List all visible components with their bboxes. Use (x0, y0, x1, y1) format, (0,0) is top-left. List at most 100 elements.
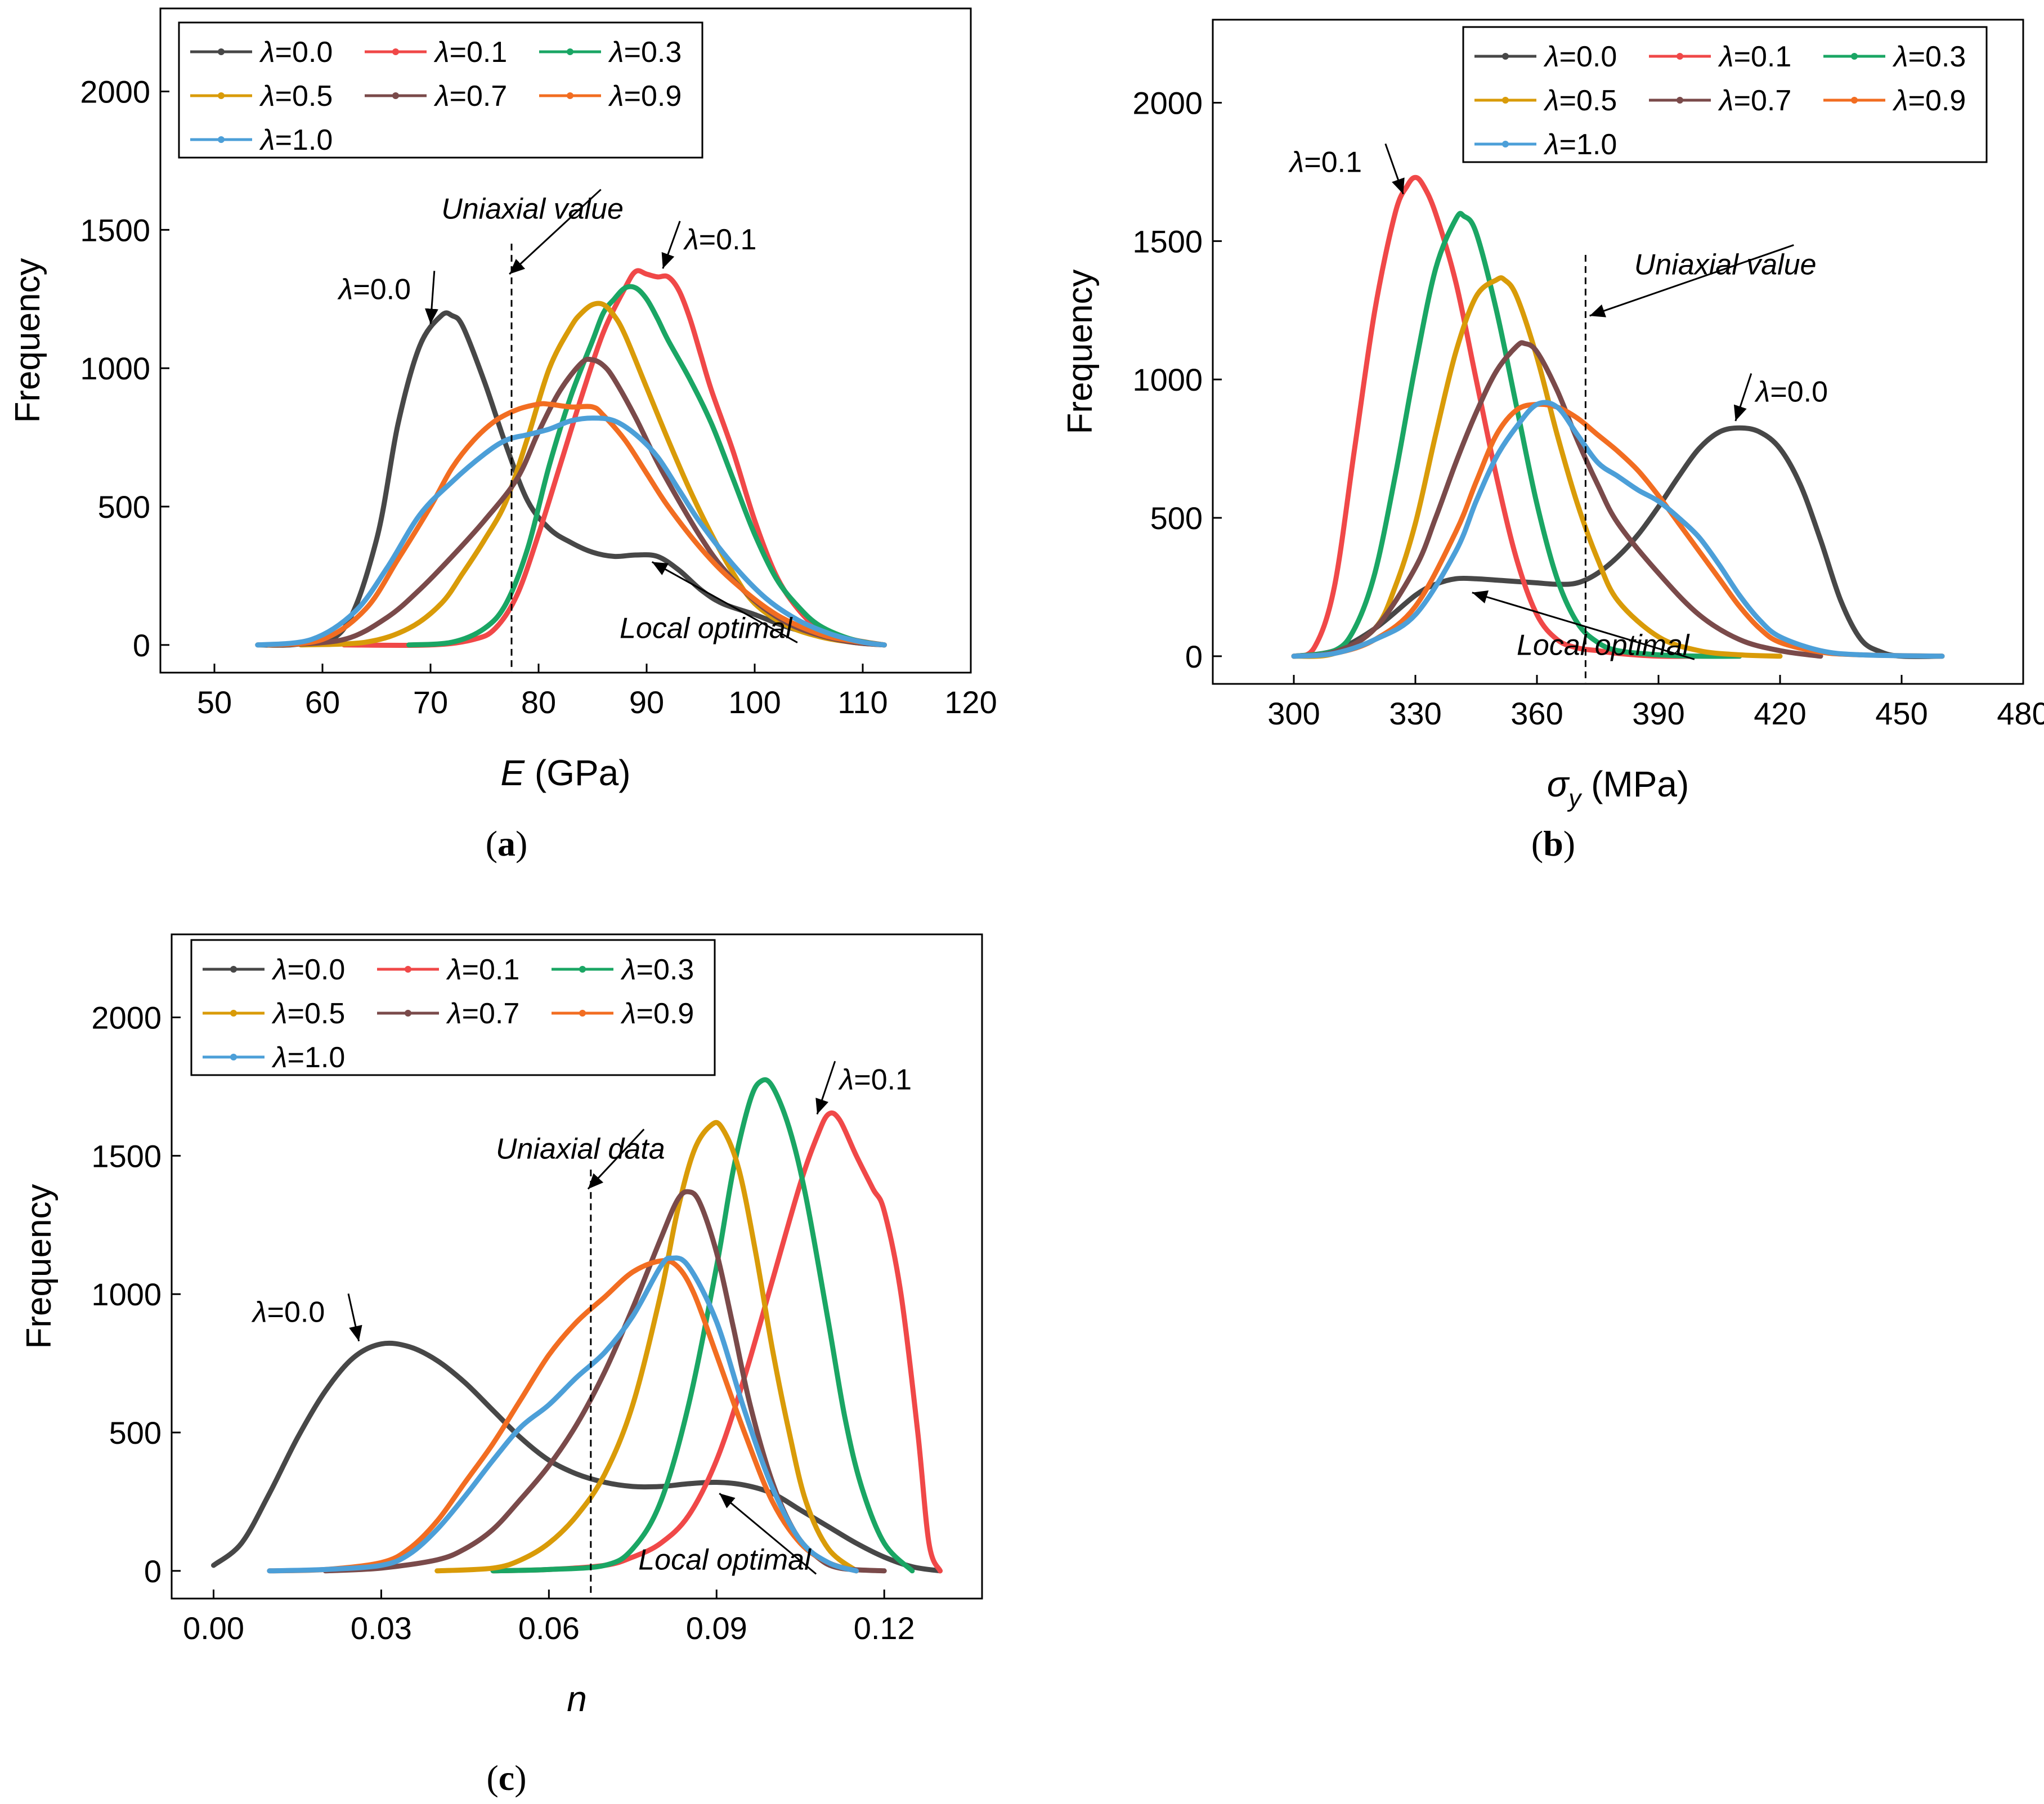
legend-label: λ=0.3 (620, 954, 694, 986)
annotation-arrow (509, 189, 602, 275)
annotation-arrow (719, 1493, 817, 1575)
legend-marker (567, 48, 573, 55)
y-tick-label: 500 (109, 1415, 162, 1451)
legend-item-l05: λ=0.5 (203, 997, 345, 1030)
legend-box (1462, 26, 1988, 163)
legend-marker (1677, 97, 1683, 104)
legend-box (190, 939, 716, 1076)
legend-lambda: λ (433, 36, 450, 69)
y-axis-label: Frequency (1061, 270, 1100, 435)
y-axis-label: Frequency (20, 1184, 59, 1349)
annotation-text: λ=0.0 (1754, 376, 1828, 409)
panel-caption: (b) (1531, 823, 1575, 863)
panel-caption-letter: c (499, 1758, 514, 1798)
legend-label: λ=0.0 (1543, 41, 1617, 73)
legend-label: λ=1.0 (1543, 128, 1617, 161)
legend-lambda: λ (1718, 41, 1734, 73)
legend-lambda: λ (259, 80, 275, 113)
legend-lambda: λ (446, 954, 462, 986)
legend-lambda: λ (1892, 41, 1908, 73)
legend-marker (1502, 53, 1509, 60)
legend-marker (1677, 53, 1683, 60)
legend-value: =0.5 (1559, 84, 1617, 117)
annotation-arrow (587, 1129, 645, 1190)
panel-caption: (c) (486, 1758, 526, 1798)
annotation-arrow (1384, 143, 1405, 195)
legend-value: =0.5 (275, 80, 333, 113)
legend-marker (1851, 53, 1858, 60)
legend-marker (405, 1010, 411, 1017)
legend-marker (567, 92, 573, 99)
legend-item-l05: λ=0.5 (190, 80, 333, 113)
x-tick-label: 450 (1875, 696, 1928, 731)
y-tick-label: 1500 (91, 1138, 162, 1174)
legend-marker (392, 92, 399, 99)
annotation-text: λ=0.1 (838, 1063, 912, 1096)
x-tick-label: 390 (1632, 696, 1684, 731)
legend-item-l07: λ=0.7 (365, 80, 507, 113)
series-line-l05 (1291, 275, 1783, 659)
legend-value: =0.0 (288, 954, 346, 986)
legend-item-l07: λ=0.7 (377, 997, 519, 1030)
x-axis-label-subscript: y (1567, 785, 1583, 812)
x-axis-label: σy (MPa) (1547, 764, 1689, 812)
legend-item-l00: λ=0.0 (190, 36, 333, 69)
annotation-arrow (347, 1293, 362, 1342)
legend-item-l03: λ=0.3 (1823, 41, 1966, 73)
annotation-lambda: λ (337, 273, 353, 306)
legend-lambda: λ (1543, 41, 1559, 73)
legend-label: λ=0.9 (620, 997, 694, 1030)
y-tick-label: 1500 (80, 212, 150, 248)
annotation-italic: Uniaxial value (441, 193, 624, 226)
legend-item-l09: λ=0.9 (539, 80, 682, 113)
legend-marker (1502, 141, 1509, 147)
legend-label: λ=0.0 (259, 36, 333, 69)
legend-lambda: λ (446, 997, 462, 1030)
x-tick-label: 80 (521, 684, 556, 720)
x-tick-label: 360 (1510, 696, 1563, 731)
legend-value: =0.1 (1734, 41, 1792, 73)
legend-label: λ=0.5 (1543, 84, 1617, 117)
series-line-l10 (255, 415, 887, 648)
annotation-italic: Uniaxial data (496, 1132, 665, 1165)
annotation-lambda: λ (1754, 376, 1770, 409)
legend-item-l10: λ=1.0 (203, 1041, 345, 1074)
annotation-arrow (815, 1060, 836, 1115)
legend-value: =0.7 (1734, 84, 1792, 117)
legend-lambda: λ (620, 997, 636, 1030)
legend-value: =0.1 (450, 36, 508, 69)
series-line-l09 (267, 1258, 859, 1574)
legend-value: =0.9 (624, 80, 682, 113)
legend-lambda: λ (271, 954, 288, 986)
curves (211, 1077, 943, 1574)
legend-lambda: λ (259, 124, 275, 156)
annotation-value: =0.0 (1770, 376, 1828, 409)
legend-label: λ=0.5 (259, 80, 333, 113)
legend-value: =0.3 (624, 36, 682, 69)
legend-marker (218, 48, 225, 55)
series-line-l01 (490, 1110, 943, 1574)
legend-value: =0.1 (462, 954, 520, 986)
x-axis-label-unit: (GPa) (525, 753, 630, 793)
y-tick-label: 500 (1150, 500, 1203, 536)
x-tick-label: 0.09 (686, 1610, 747, 1646)
annotation-text: λ=0.0 (337, 273, 411, 306)
annotation-value: =0.0 (353, 273, 411, 306)
series-line-l01 (1291, 174, 1742, 659)
series-line-l00 (255, 310, 887, 648)
legend-value: =0.0 (1559, 41, 1617, 73)
legend-lambda: λ (271, 1041, 288, 1074)
chart-panel-b: 300 330 360 390 420 450 480 0 500 1000 1500 2000 Fre… (1061, 19, 2044, 863)
x-axis-label-unit: (MPa) (1581, 764, 1689, 804)
legend: λ=0.0 λ=0.1 λ=0.3λ=0.5 λ=0.7 λ=0.9λ=1.0 (190, 939, 716, 1076)
panel-caption: (a) (486, 823, 528, 863)
legend-lambda: λ (259, 36, 275, 69)
x-tick-label: 120 (944, 684, 997, 720)
legend-value: =1.0 (275, 124, 333, 156)
annotation-value: =0.1 (854, 1063, 912, 1096)
legend-value: =0.5 (288, 997, 346, 1030)
legend-label: λ=0.7 (433, 80, 507, 113)
legend-marker (1502, 97, 1509, 104)
legend-label: λ=1.0 (259, 124, 333, 156)
